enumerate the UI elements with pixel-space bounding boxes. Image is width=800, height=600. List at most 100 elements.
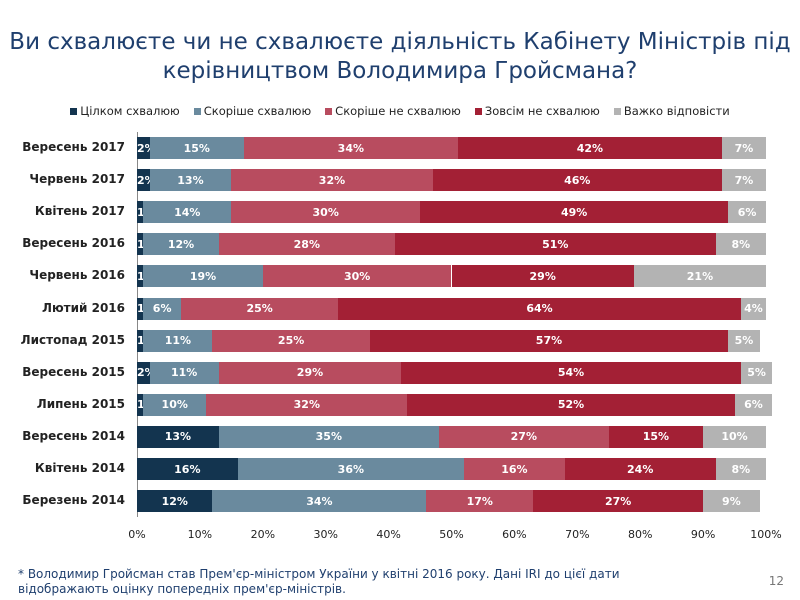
bar-segment: 11% [143, 329, 213, 352]
bar-segment: 57% [369, 329, 729, 352]
data-label: 8% [731, 462, 751, 476]
legend: Цілком схвалюю Скоріше схвалюю Скоріше не … [0, 104, 800, 118]
data-label: 16% [501, 462, 528, 476]
row-label: Березень 2014 [22, 493, 125, 508]
data-label: 57% [535, 334, 563, 348]
data-label: 9% [722, 494, 741, 508]
row-label: Липень 2015 [36, 396, 125, 411]
legend-swatch [474, 107, 482, 115]
data-label: 32% [318, 173, 346, 187]
data-label: 10% [161, 398, 188, 412]
data-label: 14% [174, 205, 201, 219]
x-tick-label: 20% [250, 528, 276, 541]
row-label: Вересень 2015 [22, 364, 125, 379]
bar-segment: 42% [457, 137, 722, 159]
bar-segment: 52% [407, 393, 735, 416]
bar-segment: 28% [218, 233, 395, 256]
data-label: 54% [557, 366, 585, 380]
legend-swatch [70, 107, 78, 115]
row-label: Лютий 2016 [42, 300, 125, 315]
data-label: 34% [306, 494, 333, 508]
bar-segment: 9% [703, 490, 760, 513]
data-label: 24% [627, 462, 654, 476]
x-tick-label: 90% [690, 528, 716, 541]
legend-label: Цілком схвалюю [80, 104, 180, 118]
bar-segment: 29% [218, 361, 402, 384]
row-label: Червень 2016 [29, 268, 125, 283]
bar-segment: 30% [262, 265, 452, 288]
bar-segment: 21% [633, 265, 766, 288]
bar-segment: 5% [740, 361, 773, 384]
x-tick-label: 60% [502, 528, 527, 541]
data-label: 12% [167, 237, 195, 251]
row-label: Листопад 2015 [20, 332, 125, 347]
legend-item: Важко відповісти [613, 104, 730, 118]
data-label: 49% [560, 205, 588, 219]
x-tick-label: 80% [627, 528, 653, 541]
footnote: * Володимир Гройсман став Прем'єр-мініст… [18, 567, 620, 596]
row-label: Вересень 2016 [22, 236, 125, 251]
data-label: 12% [161, 494, 188, 508]
data-label: 32% [293, 398, 320, 412]
bar-segment: 32% [231, 169, 433, 192]
legend-label: Скоріше не схвалюю [335, 104, 461, 118]
data-label: 13% [164, 430, 192, 444]
data-label: 5% [734, 334, 754, 348]
bar-segment: 25% [212, 329, 370, 352]
row-label: Квітень 2014 [34, 461, 125, 475]
bar-segment: 46% [432, 169, 722, 192]
data-label: 27% [510, 430, 537, 444]
legend-item: Цілком схвалюю [70, 104, 180, 118]
legend-label: Зовсім не схвалюю [484, 104, 600, 118]
data-label: 34% [337, 141, 365, 155]
bar-segment: 7% [721, 137, 766, 159]
legend-swatch [613, 107, 621, 115]
bar-segment: 27% [438, 425, 609, 448]
data-label: 52% [557, 398, 585, 412]
data-label: 15% [183, 141, 210, 155]
row-label: Червень 2017 [29, 172, 125, 187]
legend-label: Скоріше схвалюю [203, 104, 312, 118]
data-label: 42% [576, 141, 604, 155]
bar-segment: 30% [231, 201, 421, 224]
plot-area: 2%15%34%42%7%2%13%32%46%7%1%14%30%49%6%1… [137, 132, 773, 517]
data-label: 28% [293, 237, 320, 251]
bar-segment: 34% [212, 490, 427, 513]
y-axis-line [137, 132, 138, 517]
bar-segment: 29% [451, 265, 634, 288]
bar-segment: 10% [703, 425, 766, 448]
data-label: 6% [152, 302, 172, 315]
data-label: 6% [737, 205, 757, 219]
data-label: 29% [296, 366, 324, 380]
data-label: 6% [744, 398, 763, 412]
bar-segment: 16% [137, 458, 238, 480]
data-label: 7% [734, 141, 754, 155]
bar-segment: 2% [137, 169, 156, 192]
bar-segment: 4% [740, 297, 766, 320]
x-tick-label: 50% [439, 528, 464, 541]
legend-item: Скоріше не схвалюю [325, 104, 461, 118]
x-tick-label: 100% [750, 528, 782, 541]
bar-segment: 32% [206, 393, 408, 416]
bar-segment: 35% [218, 425, 439, 448]
bar-segment: 6% [734, 393, 773, 416]
bar-segment: 64% [338, 297, 741, 320]
bar-segment: 10% [143, 393, 207, 416]
data-label: 17% [466, 494, 493, 508]
data-label: 29% [529, 269, 556, 283]
bar-segment: 5% [728, 329, 760, 352]
bar-segment: 8% [715, 233, 766, 256]
bar-segment: 6% [143, 297, 182, 320]
bar-segment: 25% [181, 297, 339, 320]
bar-segment: 6% [728, 201, 766, 224]
legend-swatch [193, 107, 201, 115]
data-label: 27% [605, 494, 632, 508]
bar-segment: 15% [608, 425, 704, 448]
x-tick-label: 0% [128, 528, 146, 541]
bar-segment: 15% [149, 137, 244, 159]
bar-segment: 14% [143, 201, 232, 224]
data-label: 4% [744, 302, 763, 315]
bar-segment: 51% [394, 233, 716, 256]
bar-segment: 8% [715, 458, 766, 480]
data-label: 11% [164, 334, 192, 348]
